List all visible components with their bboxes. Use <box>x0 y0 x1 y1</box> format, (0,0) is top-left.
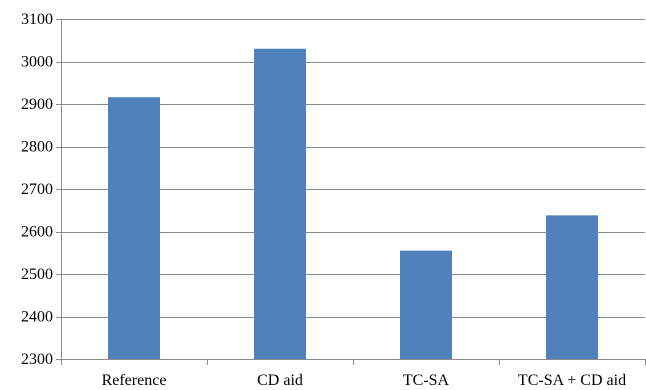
x-category-label: TC-SA <box>403 372 450 389</box>
bars <box>108 48 598 359</box>
y-tick-label: 2700 <box>21 181 53 198</box>
y-tick-label: 2500 <box>21 266 53 283</box>
x-category-label: CD aid <box>257 372 303 389</box>
y-tick-label: 2300 <box>21 351 53 368</box>
tick-labels: 2300 2400 2500 2600 2700 2800 2900 3000 3100 Refe… <box>21 11 626 389</box>
bar <box>254 48 306 359</box>
y-tick-label: 2600 <box>21 224 53 241</box>
x-category-label: Reference <box>102 372 167 389</box>
bar <box>546 215 598 359</box>
bar <box>108 97 160 359</box>
y-tick-label: 3000 <box>21 54 53 71</box>
y-tick-label: 2900 <box>21 96 53 113</box>
y-tick-label: 2400 <box>21 309 53 326</box>
axes <box>56 19 646 365</box>
x-category-label: TC-SA + CD aid <box>518 372 626 389</box>
y-tick-label: 2800 <box>21 139 53 156</box>
y-tick-label: 3100 <box>21 11 53 28</box>
bar <box>400 250 452 359</box>
